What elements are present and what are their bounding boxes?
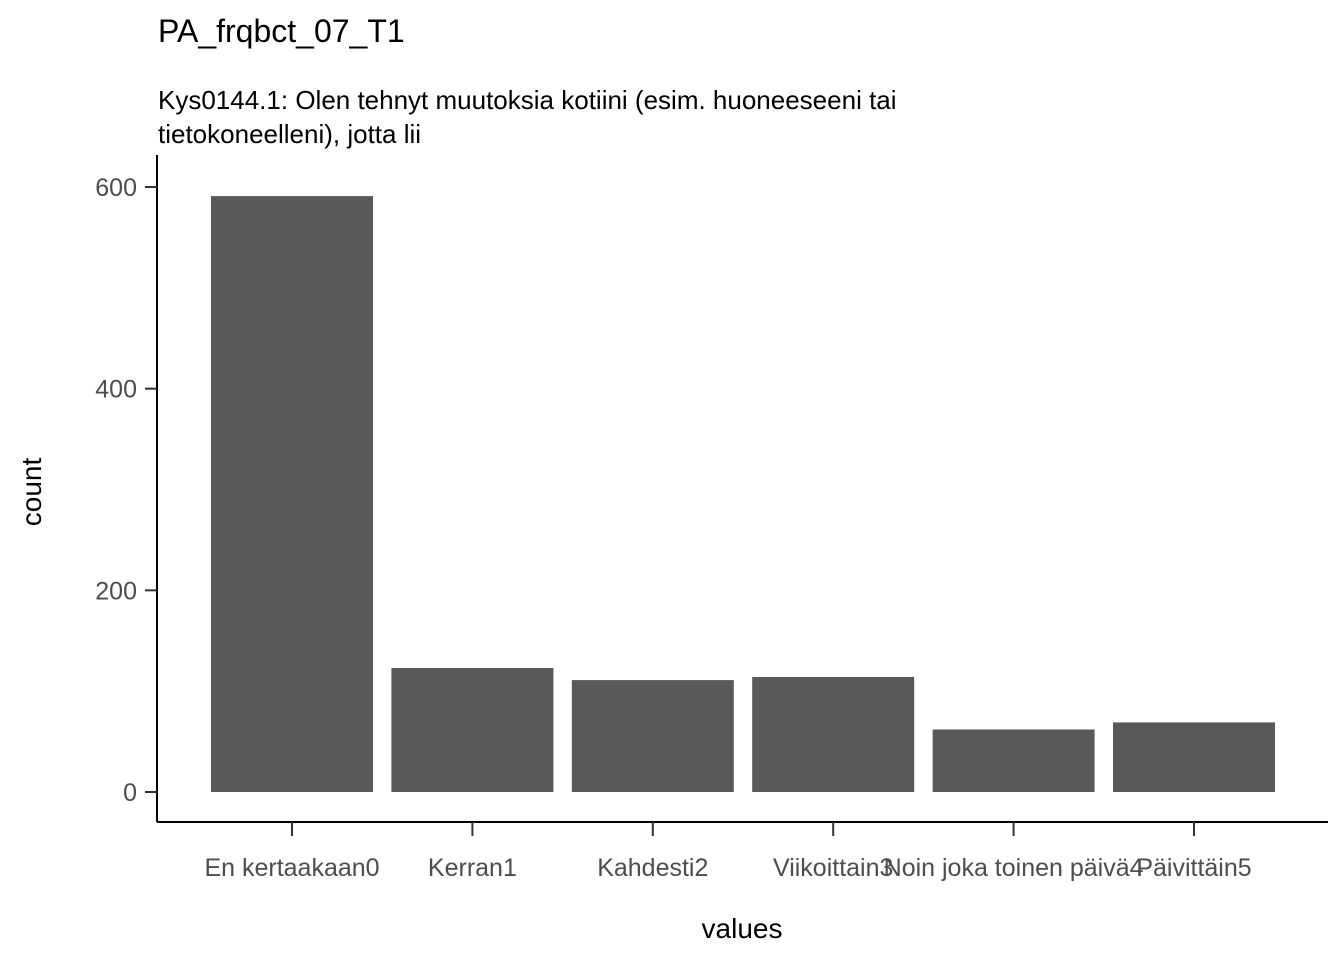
chart-subtitle-line-1: Kys0144.1: Olen tehnyt muutoksia kotiini… bbox=[158, 85, 897, 115]
bar-2 bbox=[571, 680, 734, 792]
y-axis-title: count bbox=[16, 458, 47, 527]
chart-title: PA_frqbct_07_T1 bbox=[158, 13, 405, 49]
y-axis: 0 200 400 600 bbox=[95, 155, 158, 822]
x-tick-label-3: Viikoittain3 bbox=[773, 854, 893, 882]
y-tick-label-400: 400 bbox=[95, 376, 137, 404]
x-tick-label-5: Päivittäin5 bbox=[1136, 854, 1251, 882]
bar-0 bbox=[211, 196, 373, 793]
x-axis-title: values bbox=[702, 913, 783, 944]
y-tick-label-200: 200 bbox=[95, 577, 137, 605]
bars-group bbox=[211, 196, 1275, 793]
x-tick-label-4: Noin joka toinen päivä4 bbox=[884, 854, 1144, 882]
bar-1 bbox=[391, 668, 554, 792]
x-axis: En kertaakaan0 Kerran1 Kahdesti2 Viikoittai… bbox=[157, 821, 1328, 882]
y-tick-label-600: 600 bbox=[95, 174, 137, 202]
x-tick-label-2: Kahdesti2 bbox=[597, 854, 708, 882]
chart-subtitle-line-2: tietokoneelleni), jotta lii bbox=[158, 119, 421, 149]
x-tick-label-0: En kertaakaan0 bbox=[204, 854, 379, 882]
bar-3 bbox=[752, 677, 915, 792]
x-tick-label-1: Kerran1 bbox=[428, 854, 517, 882]
y-tick-label-0: 0 bbox=[123, 779, 137, 807]
bar-4 bbox=[932, 729, 1095, 792]
bar-5 bbox=[1113, 722, 1275, 792]
